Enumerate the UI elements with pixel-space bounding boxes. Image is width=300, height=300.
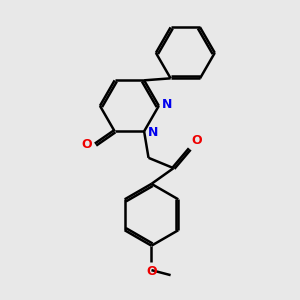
Text: O: O	[191, 134, 202, 147]
Text: N: N	[148, 126, 158, 139]
Text: N: N	[162, 98, 173, 111]
Text: O: O	[146, 265, 157, 278]
Text: O: O	[81, 138, 92, 151]
